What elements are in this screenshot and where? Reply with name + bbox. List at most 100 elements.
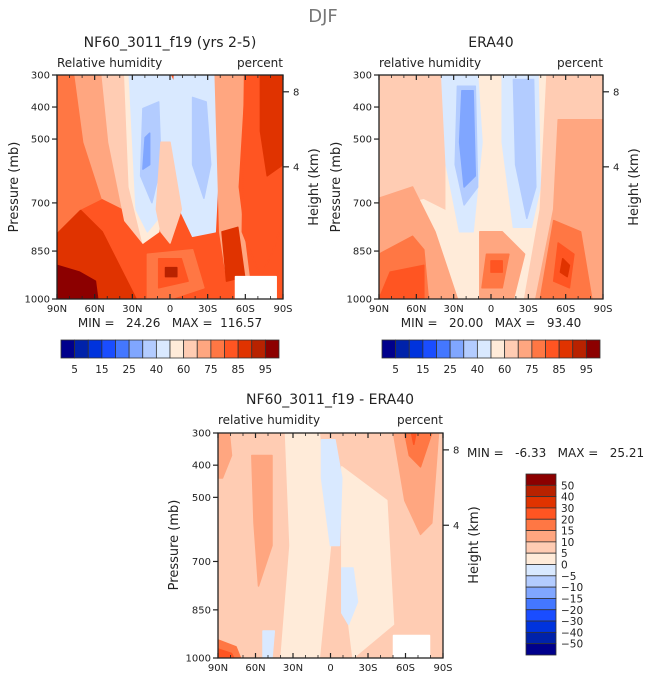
colorbar-box [183, 339, 198, 359]
x-tick-label: 60N [85, 304, 105, 315]
contour-region [139, 101, 162, 204]
y-tick-label: 850 [31, 247, 50, 258]
x-tick-label: 30N [444, 304, 464, 315]
contour-field [379, 75, 603, 299]
colorbar-box [525, 541, 557, 554]
y-tick-label: 400 [353, 103, 372, 114]
colorbar-label: 15 [95, 364, 108, 376]
y-tick-label: 400 [192, 461, 211, 472]
contour-region [341, 567, 359, 626]
colorbar-box [525, 518, 557, 531]
colorbar-label: 95 [259, 364, 272, 376]
contour-region [379, 264, 425, 299]
colorbar-box [572, 339, 587, 359]
y-tick-label: 500 [353, 135, 372, 146]
colorbar-label: 75 [525, 364, 538, 376]
y-right-tick-label: 4 [293, 162, 299, 173]
x-tick-label: 0 [488, 304, 494, 315]
panel-title: NF60_3011_f19 (yrs 2-5) [84, 35, 257, 51]
panel-title: ERA40 [468, 35, 513, 51]
colorbar-box [531, 339, 546, 359]
colorbar-label: 40 [471, 364, 484, 376]
colorbar-box [101, 339, 116, 359]
y-tick-label: 300 [31, 71, 50, 82]
colorbar-label: 15 [416, 364, 429, 376]
colorbar-label: 0 [561, 560, 568, 572]
colorbar-box [525, 609, 557, 622]
y-tick-label: 1000 [25, 295, 50, 306]
colorbar-box [87, 339, 103, 359]
colorbar-box [463, 339, 478, 359]
contour-region [142, 132, 151, 170]
contour-region [379, 75, 447, 211]
colorbar: 5 15 25 40 60 75 85 95 [381, 339, 601, 376]
panel-left-label: relative humidity [218, 413, 320, 427]
colorbar-box [525, 473, 557, 486]
colorbar-box [264, 339, 280, 359]
x-tick-label: 30S [358, 663, 377, 674]
panel-difference: NF60_3011_f19 - ERA40 relative humidity … [167, 392, 644, 674]
colorbar-label: 25 [122, 364, 135, 376]
colorbar-label: −30 [561, 616, 583, 628]
x-tick-label: 60S [396, 663, 415, 674]
x-tick-label: 90N [47, 304, 67, 315]
y-right-tick-label: 8 [613, 87, 619, 98]
colorbar-box [525, 530, 557, 543]
contour-region [490, 260, 503, 273]
colorbar-box [74, 339, 89, 359]
x-tick-label: 30S [198, 304, 217, 315]
colorbar-box [525, 575, 557, 588]
y-tick-label: 850 [353, 247, 372, 258]
missing-data-region [234, 275, 277, 299]
colorbar: 5 15 25 40 60 75 85 95 [60, 339, 280, 376]
colorbar-box [525, 586, 557, 599]
y-axis-label: Pressure (mb) [329, 142, 344, 233]
colorbar-label: 5 [71, 364, 78, 376]
panel-right-label: percent [237, 56, 283, 70]
colorbar-box [436, 339, 451, 359]
colorbar-box [422, 339, 437, 359]
contour-region [458, 89, 477, 188]
y-right-axis-label: Height (km) [307, 148, 322, 225]
colorbar-label: 40 [150, 364, 163, 376]
colorbar-label: 15 [561, 526, 574, 538]
colorbar-box [525, 484, 557, 498]
colorbar-box [504, 339, 519, 359]
panel-right-label: percent [397, 413, 443, 427]
y-right-tick-label: 4 [613, 162, 619, 173]
colorbar-box [525, 507, 557, 520]
contour-region [512, 78, 537, 220]
colorbar-box [449, 339, 465, 359]
contour-region [218, 433, 233, 479]
contour-region [191, 96, 212, 199]
x-tick-label: 0 [167, 304, 173, 315]
colorbar-box [115, 339, 130, 359]
x-tick-label: 90S [433, 663, 452, 674]
y-tick-label: 700 [353, 198, 372, 209]
colorbar-box [381, 339, 397, 359]
colorbar-box [558, 339, 574, 359]
x-tick-label: 90S [273, 304, 292, 315]
x-tick-label: 0 [327, 663, 333, 674]
page-title: DJF [308, 6, 338, 27]
colorbar-box [525, 631, 557, 645]
contour-region [218, 648, 235, 658]
colorbar-box [525, 620, 557, 633]
y-tick-label: 700 [192, 557, 211, 568]
colorbar-label: 50 [561, 480, 574, 492]
contour-region [404, 433, 433, 468]
colorbar-label: 95 [580, 364, 593, 376]
colorbar-label: 5 [392, 364, 399, 376]
colorbar-box [237, 339, 253, 359]
contour-field [57, 75, 283, 299]
panel-left-label: relative humidity [379, 56, 481, 70]
colorbar-label: 30 [561, 503, 574, 515]
colorbar-box [525, 564, 557, 577]
contour-region [259, 75, 283, 177]
x-tick-label: 30S [519, 304, 538, 315]
x-tick-label: 30N [283, 663, 303, 674]
stats-label: MIN = -6.33 MAX = 25.21 [467, 446, 644, 460]
x-tick-label: 60N [406, 304, 426, 315]
